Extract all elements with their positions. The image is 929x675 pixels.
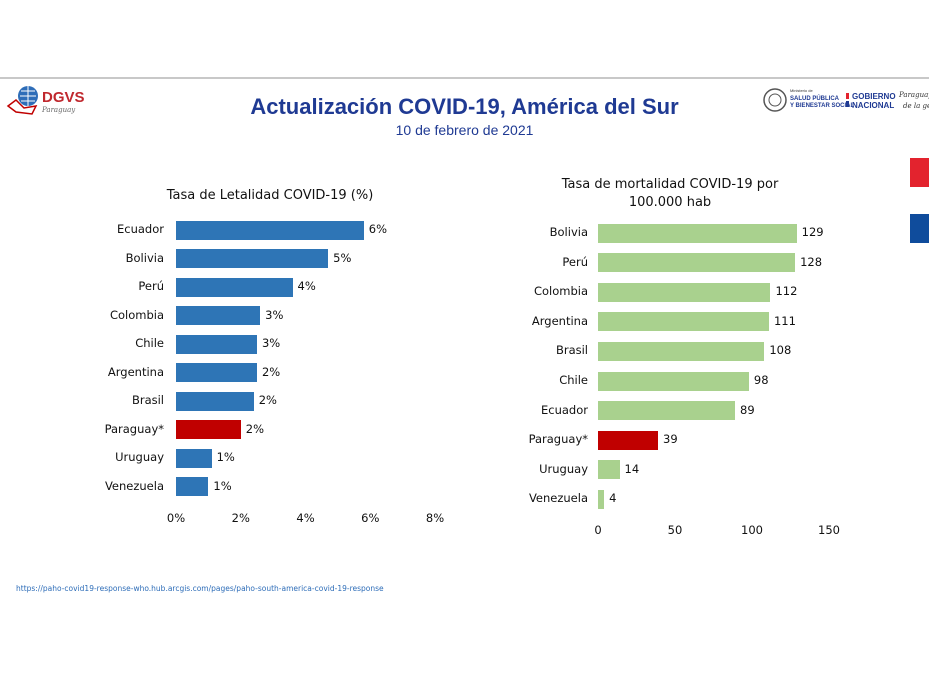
bar — [598, 341, 765, 361]
data-label: 89 — [740, 402, 755, 417]
category-label: Perú — [562, 254, 588, 269]
bar — [598, 460, 620, 480]
source-url[interactable]: https://paho-covid19-response-who.hub.ar… — [16, 584, 384, 593]
svg-text:GOBIERNO: GOBIERNO — [852, 92, 896, 101]
x-tick-label: 150 — [818, 523, 840, 537]
category-label: Perú — [138, 279, 164, 294]
category-label: Paraguay* — [104, 421, 164, 436]
category-label: Ecuador — [117, 222, 164, 236]
category-label: Bolivia — [125, 250, 164, 265]
svg-text:Paraguay: Paraguay — [898, 91, 929, 99]
x-tick-label: 2% — [231, 511, 250, 525]
flag-blue-block — [910, 214, 929, 243]
bar — [598, 489, 605, 509]
page-title: Actualización COVID-19, América del Sur — [250, 94, 679, 119]
data-label: 3% — [261, 336, 281, 351]
right-chart-title: Tasa de mortalidad COVID-19 por 100.000 … — [540, 176, 800, 212]
data-label: 111 — [773, 313, 796, 328]
bar — [176, 249, 329, 269]
category-label: Venezuela — [104, 478, 164, 493]
bar — [176, 306, 261, 326]
bar — [176, 477, 209, 497]
government-logos: Ministerio de SALUD PÚBLICA Y BIENESTAR … — [763, 88, 929, 112]
data-label: 4 — [609, 491, 617, 506]
data-label: 1% — [216, 450, 235, 465]
data-label: 2% — [261, 364, 281, 379]
data-label: 3% — [265, 307, 284, 322]
category-label: Colombia — [109, 307, 164, 322]
right-chart-title-line2: 100.000 hab — [628, 195, 712, 210]
category-label: Argentina — [107, 364, 164, 379]
svg-text:Ministerio de: Ministerio de — [790, 88, 813, 93]
svg-text:SALUD PÚBLICA: SALUD PÚBLICA — [790, 95, 840, 102]
category-label: Paraguay* — [528, 432, 588, 447]
data-label: 112 — [775, 284, 798, 299]
data-label: 2% — [258, 393, 277, 408]
bar — [176, 334, 257, 354]
category-label: Colombia — [533, 284, 588, 299]
category-label: Brasil — [131, 393, 164, 408]
bar — [598, 253, 796, 273]
category-label: Chile — [135, 336, 164, 351]
bar — [176, 420, 241, 440]
category-label: Ecuador — [541, 402, 588, 417]
x-tick-label: 8% — [425, 511, 445, 525]
bar — [598, 223, 797, 243]
bar — [598, 401, 736, 421]
svg-text:Y BIENESTAR SOCIAL: Y BIENESTAR SOCIAL — [790, 103, 854, 109]
category-label: Venezuela — [528, 491, 588, 506]
x-tick-label: 0% — [166, 511, 186, 525]
right-chart-title-line1: Tasa de mortalidad COVID-19 por — [561, 177, 779, 192]
data-label: 108 — [769, 343, 792, 358]
page-subtitle: 10 de febrero de 2021 — [395, 122, 534, 138]
bar — [176, 391, 254, 411]
x-tick-label: 6% — [361, 511, 380, 525]
x-tick-label: 100 — [741, 523, 763, 537]
header-divider — [0, 77, 929, 79]
category-label: Chile — [559, 373, 588, 387]
category-label: Argentina — [531, 313, 588, 328]
data-label: 98 — [753, 373, 769, 387]
svg-text:NACIONAL: NACIONAL — [852, 101, 894, 110]
data-label: 129 — [801, 225, 824, 239]
dgvs-logo: DGVS Paraguay — [6, 86, 85, 115]
bar — [598, 312, 769, 332]
category-label: Brasil — [555, 343, 588, 358]
bar — [598, 282, 771, 302]
svg-text:Paraguay: Paraguay — [41, 106, 76, 114]
data-label: 1% — [213, 478, 232, 493]
category-label: Uruguay — [539, 461, 588, 476]
x-tick-label: 50 — [667, 523, 683, 537]
bar — [176, 363, 257, 383]
x-tick-label: 0 — [594, 523, 602, 537]
data-label: 4% — [297, 279, 316, 294]
data-label: 6% — [368, 222, 388, 236]
bar — [598, 430, 659, 450]
bar — [176, 277, 293, 297]
data-label: 2% — [245, 421, 264, 436]
svg-text:DGVS: DGVS — [42, 89, 85, 106]
flag-red-block — [910, 158, 929, 187]
data-label: 14 — [624, 461, 640, 476]
data-label: 128 — [800, 254, 823, 269]
x-tick-label: 4% — [296, 511, 315, 525]
svg-text:de la gente: de la gente — [903, 102, 929, 110]
category-label: Uruguay — [115, 450, 164, 465]
bar — [598, 371, 749, 391]
data-label: 5% — [333, 250, 352, 265]
bar — [176, 220, 364, 240]
left-chart-title: Tasa de Letalidad COVID-19 (%) — [166, 188, 374, 203]
category-label: Bolivia — [549, 225, 588, 239]
bar — [176, 448, 212, 468]
data-label: 39 — [663, 432, 678, 447]
